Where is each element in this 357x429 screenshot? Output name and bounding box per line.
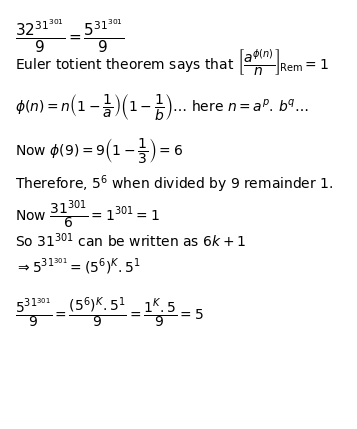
Text: $\phi(n) = n\left(1 - \dfrac{1}{a}\right)\left(1 - \dfrac{1}{b}\right)\ldots$ he: $\phi(n) = n\left(1 - \dfrac{1}{a}\right…: [15, 92, 308, 122]
Text: So $31^{301}$ can be written as $6k + 1$: So $31^{301}$ can be written as $6k + 1$: [15, 231, 246, 250]
Text: Now $\dfrac{31^{301}}{6} = 1^{301} = 1$: Now $\dfrac{31^{301}}{6} = 1^{301} = 1$: [15, 198, 160, 230]
Text: Euler totient theorem says that $\left[\dfrac{a^{\phi(n)}}{n}\right]_{\!\mathrm{: Euler totient theorem says that $\left[\…: [15, 47, 329, 77]
Text: $\dfrac{32^{31^{301}}}{9} = \dfrac{5^{31^{301}}}{9}$: $\dfrac{32^{31^{301}}}{9} = \dfrac{5^{31…: [15, 18, 124, 55]
Text: Now $\phi(9) = 9\left(1 - \dfrac{1}{3}\right) = 6$: Now $\phi(9) = 9\left(1 - \dfrac{1}{3}\r…: [15, 136, 183, 165]
Text: Therefore, $5^6$ when divided by 9 remainder 1.: Therefore, $5^6$ when divided by 9 remai…: [15, 173, 333, 195]
Text: $\Rightarrow 5^{31^{301}} = \left(5^6\right)^{K}.5^1$: $\Rightarrow 5^{31^{301}} = \left(5^6\ri…: [15, 257, 141, 276]
Text: $\dfrac{5^{31^{301}}}{9} = \dfrac{\left(5^6\right)^{K}.5^1}{9} = \dfrac{1^K.5}{9: $\dfrac{5^{31^{301}}}{9} = \dfrac{\left(…: [15, 295, 203, 330]
